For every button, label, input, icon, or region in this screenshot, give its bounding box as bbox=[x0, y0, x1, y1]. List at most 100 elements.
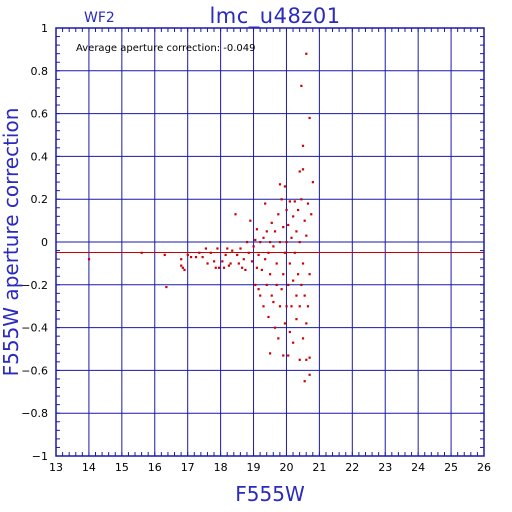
data-point bbox=[270, 294, 273, 297]
data-point bbox=[305, 358, 308, 361]
data-point bbox=[234, 213, 237, 216]
data-point bbox=[303, 219, 306, 222]
y-tick-label: −1 bbox=[32, 450, 48, 463]
data-point bbox=[305, 234, 308, 237]
data-point bbox=[298, 358, 301, 361]
y-tick-label: 0.6 bbox=[31, 108, 49, 121]
data-point bbox=[275, 262, 278, 265]
data-point bbox=[282, 354, 285, 357]
data-point bbox=[277, 213, 280, 216]
data-point bbox=[277, 337, 280, 340]
data-point bbox=[204, 247, 207, 250]
data-point bbox=[295, 230, 298, 233]
data-point bbox=[282, 273, 285, 276]
data-point bbox=[239, 247, 242, 250]
data-point bbox=[308, 116, 311, 120]
data-point bbox=[245, 241, 249, 244]
data-point bbox=[214, 266, 217, 269]
data-point bbox=[308, 273, 311, 276]
data-point bbox=[226, 247, 229, 250]
data-point bbox=[285, 305, 288, 308]
y-tick-label: 0 bbox=[41, 236, 48, 249]
y-tick-label: 0.4 bbox=[31, 150, 49, 163]
data-point bbox=[264, 258, 267, 261]
data-point bbox=[189, 255, 193, 259]
data-point bbox=[273, 230, 277, 233]
data-point bbox=[311, 181, 314, 184]
data-point bbox=[186, 253, 189, 257]
data-point bbox=[183, 268, 186, 272]
data-point bbox=[250, 260, 254, 263]
x-tick-label: 13 bbox=[49, 461, 63, 474]
data-point bbox=[287, 283, 290, 286]
data-point bbox=[278, 305, 282, 308]
data-point bbox=[259, 241, 262, 244]
y-tick-label: −0.8 bbox=[21, 407, 48, 420]
x-tick-label: 16 bbox=[148, 461, 162, 474]
data-point bbox=[298, 241, 301, 244]
data-point bbox=[300, 283, 303, 286]
data-point bbox=[288, 200, 291, 203]
data-point bbox=[265, 283, 268, 286]
data-point bbox=[303, 380, 306, 383]
data-point bbox=[287, 223, 290, 227]
x-tick-label: 25 bbox=[444, 461, 458, 474]
y-tick-label: −0.4 bbox=[21, 322, 48, 335]
data-point bbox=[267, 315, 270, 319]
data-point bbox=[285, 241, 288, 244]
data-point bbox=[224, 253, 227, 257]
data-point bbox=[278, 183, 282, 186]
data-point bbox=[265, 230, 268, 233]
data-point bbox=[259, 294, 262, 297]
data-point bbox=[295, 294, 298, 297]
x-tick-label: 18 bbox=[214, 461, 228, 474]
data-point bbox=[290, 236, 293, 239]
x-tick-label: 21 bbox=[312, 461, 326, 474]
data-point bbox=[231, 249, 234, 252]
data-point bbox=[257, 253, 260, 257]
data-point bbox=[301, 262, 305, 265]
x-tick-label: 17 bbox=[181, 461, 195, 474]
y-axis-label: F555W aperture correction bbox=[0, 108, 23, 377]
data-point bbox=[270, 221, 273, 224]
data-point bbox=[285, 208, 288, 212]
data-point bbox=[296, 208, 300, 212]
data-point bbox=[280, 198, 283, 201]
data-point bbox=[269, 241, 272, 244]
data-point bbox=[237, 262, 240, 265]
data-point bbox=[283, 185, 287, 188]
y-tick-label: 1 bbox=[41, 22, 48, 35]
x-tick-label: 19 bbox=[247, 461, 261, 474]
data-point bbox=[249, 219, 252, 222]
data-point bbox=[241, 266, 244, 269]
data-point bbox=[290, 305, 293, 308]
data-point bbox=[87, 258, 91, 261]
data-point bbox=[292, 215, 295, 218]
data-point bbox=[303, 294, 306, 297]
data-point bbox=[262, 236, 265, 239]
data-point bbox=[310, 213, 313, 216]
y-tick-label: 0.2 bbox=[31, 193, 49, 206]
data-point bbox=[264, 202, 267, 205]
data-point bbox=[300, 84, 303, 87]
data-point bbox=[242, 258, 245, 261]
data-point bbox=[165, 285, 168, 289]
data-point bbox=[298, 305, 301, 308]
data-point bbox=[180, 264, 183, 267]
data-point bbox=[221, 260, 224, 263]
data-point bbox=[295, 318, 298, 321]
x-tick-label: 14 bbox=[82, 461, 96, 474]
x-tick-label: 22 bbox=[345, 461, 359, 474]
data-point bbox=[280, 288, 283, 291]
data-point bbox=[194, 255, 198, 259]
data-point bbox=[257, 288, 260, 291]
data-point bbox=[236, 253, 239, 257]
data-point bbox=[206, 262, 209, 265]
data-point bbox=[269, 352, 272, 355]
data-point bbox=[181, 266, 184, 269]
data-point bbox=[288, 330, 291, 334]
data-point bbox=[213, 260, 216, 263]
data-point bbox=[222, 266, 226, 269]
data-point bbox=[252, 245, 255, 248]
